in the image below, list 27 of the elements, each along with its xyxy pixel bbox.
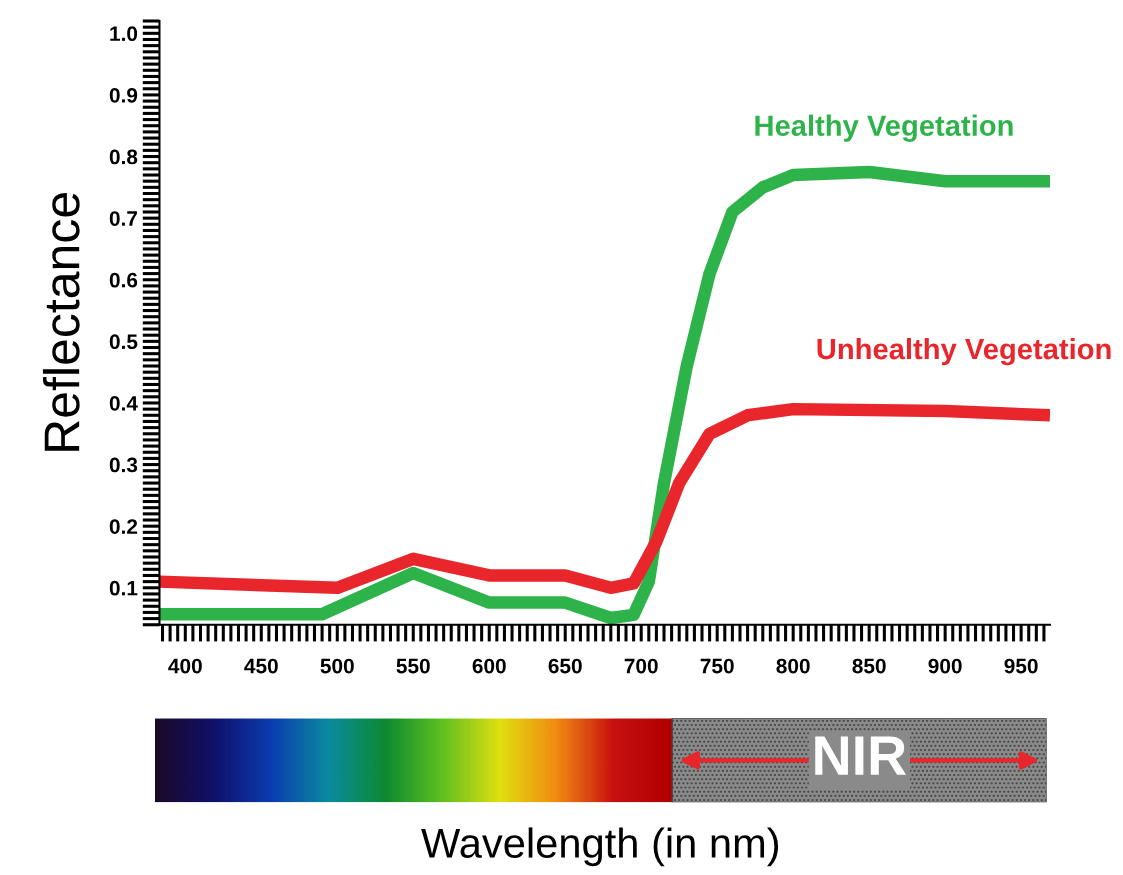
x-tick-label: 750 (700, 658, 734, 674)
x-tick-label: 700 (624, 658, 658, 674)
text: NIR (815, 736, 907, 775)
x-tick-label: 800 (776, 658, 810, 674)
y-tick-label: 0.3 (109, 457, 138, 473)
y-tick-label: 0.5 (109, 334, 138, 350)
y-tick-label: 0.6 (109, 272, 138, 288)
series-label: Unhealthy Vegetation (817, 337, 1111, 366)
x-tick-label: 400 (168, 658, 202, 674)
y-tick-label: 0.2 (109, 519, 138, 534)
y-tick-label: 0.7 (109, 211, 138, 226)
x-tick-label: 500 (320, 658, 354, 674)
x-tick-label: 450 (244, 658, 278, 674)
y-tick-label: 0.8 (109, 149, 138, 165)
y-axis-title: Reflectance (42, 193, 80, 451)
x-axis-title: Wavelength (in nm) (421, 827, 779, 867)
x-tick-label: 600 (472, 658, 506, 674)
y-tick-label: 1.0 (110, 26, 138, 42)
x-tick-label: 550 (396, 658, 430, 674)
x-tick-label: 850 (852, 658, 886, 674)
series-label: Healthy Vegetation (755, 114, 1013, 142)
y-tick-label: 0.1 (109, 580, 138, 596)
x-tick-label: 900 (928, 658, 962, 674)
y-tick-label: 0.9 (109, 87, 138, 103)
x-tick-label: 950 (1004, 658, 1038, 674)
y-tick-label: 0.4 (109, 395, 138, 411)
x-tick-label: 650 (548, 658, 582, 674)
